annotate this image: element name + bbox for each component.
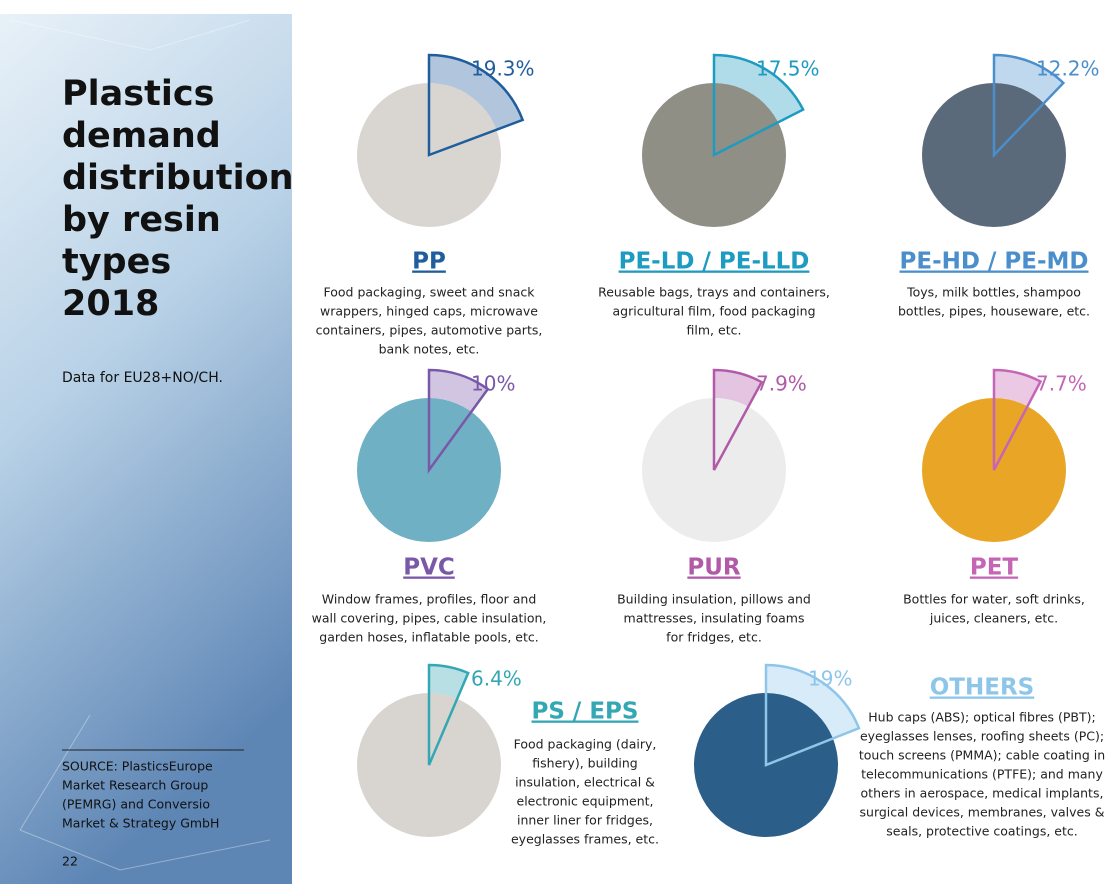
subtitle: Data for EU28+NO/CH. (62, 370, 223, 386)
share-label: 19.3% (471, 57, 535, 81)
share-wedge (764, 663, 861, 767)
share-wedge (427, 53, 525, 157)
source-line: Market & Strategy GmbH (62, 816, 219, 831)
resin-description: Food packaging, sweet and snack (324, 285, 536, 300)
resin-description: surgical devices, membranes, valves & (860, 805, 1105, 820)
resin-description: touch screens (PMMA); cable coating in (859, 748, 1105, 763)
share-wedge (992, 368, 1043, 471)
share-band (714, 55, 804, 123)
resin-description: containers, pipes, automotive parts, (316, 323, 543, 338)
resin-description: eyeglasses frames, etc. (511, 832, 659, 847)
share-band (994, 370, 1041, 407)
resin-description: electronic equipment, (517, 794, 654, 809)
share-label: 19% (808, 667, 852, 691)
source-line: Market Research Group (62, 778, 208, 793)
resin-description: film, etc. (687, 323, 742, 338)
share-label: 7.9% (756, 372, 807, 396)
share-band (714, 370, 762, 407)
resin-description: fishery), building (532, 756, 637, 771)
share-label: 6.4% (471, 667, 522, 691)
share-label: 7.7% (1036, 372, 1087, 396)
resin-description: Hub caps (ABS); optical fibres (PBT); (868, 710, 1095, 725)
resin-description: insulation, electrical & (515, 775, 655, 790)
share-label: 17.5% (756, 57, 820, 81)
resin-name: PET (970, 555, 1019, 581)
resin-name: OTHERS (930, 675, 1034, 701)
network-decor (9, 19, 271, 871)
share-label: 12.2% (1036, 57, 1100, 81)
resin-description: garden hoses, inflatable pools, etc. (319, 630, 538, 645)
source-line: SOURCE: PlasticsEurope (62, 759, 213, 774)
resin-name: PUR (687, 555, 741, 581)
resin-description: Toys, milk bottles, shampoo (906, 285, 1081, 300)
resin-description: bank notes, etc. (379, 342, 480, 357)
share-band (994, 55, 1064, 104)
resin-name: PVC (403, 555, 455, 581)
resin-description: others in aerospace, medical implants, (861, 786, 1104, 801)
share-wedge (992, 53, 1066, 159)
resin-description: juices, cleaners, etc. (929, 611, 1058, 626)
resin-name: PE-HD / PE-MD (900, 249, 1089, 275)
resin-description: telecommunications (PTFE); and many (861, 767, 1103, 782)
resin-name: PP (412, 249, 446, 275)
resin-name: PE-LD / PE-LLD (619, 249, 810, 275)
resin-description: for fridges, etc. (666, 630, 762, 645)
resin-description: Reusable bags, trays and containers, (598, 285, 830, 300)
share-wedge (427, 663, 470, 766)
resin-description: bottles, pipes, houseware, etc. (898, 304, 1090, 319)
share-label: 10% (471, 372, 515, 396)
resin-description: eyeglasses lenses, roofing sheets (PC); (860, 729, 1104, 744)
page-number: 22 (62, 854, 78, 869)
resin-description: inner liner for fridges, (517, 813, 653, 828)
resin-description: seals, protective coatings, etc. (886, 824, 1077, 839)
share-wedge (712, 53, 805, 158)
resin-description: Food packaging (dairy, (514, 737, 657, 752)
share-band (429, 665, 469, 699)
share-wedge (712, 368, 764, 471)
resin-description: mattresses, insulating foams (624, 611, 805, 626)
share-band (429, 55, 523, 130)
resin-description: Building insulation, pillows and (617, 592, 811, 607)
side-panel (0, 14, 292, 884)
resin-description: agricultural film, food packaging (612, 304, 815, 319)
title-line: types (62, 242, 171, 282)
resin-description: Bottles for water, soft drinks, (903, 592, 1085, 607)
source-line: (PEMRG) and Conversio (62, 797, 210, 812)
title-line: demand (62, 116, 221, 156)
resin-description: wrappers, hinged caps, microwave (320, 304, 538, 319)
resin-name: PS / EPS (532, 699, 639, 725)
resin-description: wall covering, pipes, cable insulation, (312, 611, 547, 626)
title-line: distribution (62, 158, 294, 198)
resin-description: Window frames, profiles, floor and (322, 592, 537, 607)
title-line: by resin (62, 200, 221, 240)
title-line: 2018 (62, 284, 159, 324)
share-band (766, 665, 859, 739)
title-line: Plastics (62, 74, 214, 114)
share-wedge (427, 368, 490, 474)
